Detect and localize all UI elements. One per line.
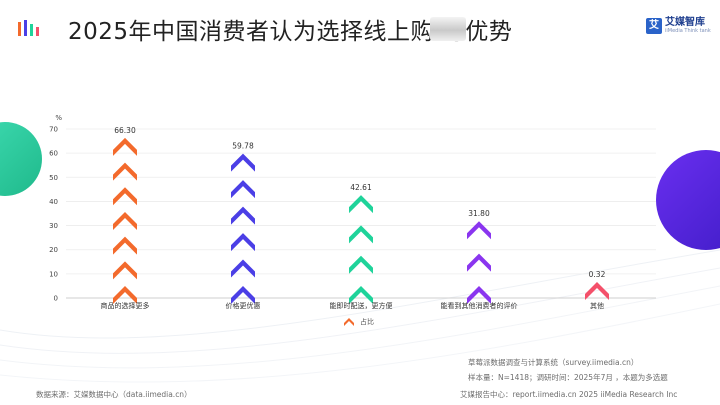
y-tick-label: 50 — [49, 174, 58, 182]
x-tick-label: 价格更优惠 — [226, 301, 261, 310]
bar — [467, 221, 491, 304]
bar-chevron — [231, 259, 255, 278]
brand-logo: 艾 艾媒智库 iiMedia Think tank — [646, 17, 711, 35]
bar-chevron — [113, 137, 137, 156]
bar-chevron — [349, 225, 373, 244]
sample-info: 样本量：N=1418；调研时间：2025年7月 ，本题为多选题 — [468, 373, 668, 382]
bar — [349, 195, 373, 304]
y-tick-label: 60 — [49, 150, 58, 158]
bar-chevron — [231, 233, 255, 252]
data-source: 数据来源：艾媒数据中心（data.iimedia.cn） — [36, 390, 192, 399]
bar-chevron — [113, 187, 137, 206]
legend-label: 占比 — [360, 318, 374, 326]
bar-chevron — [231, 286, 255, 304]
brand-name: 艾媒智库 — [665, 17, 705, 28]
bar-chevron — [113, 261, 137, 280]
bar-chevron — [231, 153, 255, 172]
bar-chevron — [113, 286, 137, 304]
bar — [231, 153, 255, 304]
title-redaction — [430, 17, 466, 41]
x-tick-label: 能即时配送，更方便 — [330, 301, 393, 310]
bar-chevron — [113, 162, 137, 181]
bar-chevron — [467, 286, 491, 304]
report-center: 艾媒报告中心：report.iimedia.cn 2025 iiMedia Re… — [460, 390, 678, 399]
x-tick-label: 能看到其他消费者的评价 — [441, 301, 518, 310]
bar-chevron — [349, 286, 373, 304]
bar-chevron — [467, 253, 491, 272]
bar-chevron — [113, 211, 137, 230]
x-tick-label: 其他 — [590, 301, 604, 310]
bar-chevron — [349, 255, 373, 274]
y-tick-label: 0 — [54, 295, 58, 303]
bar-chevron — [467, 221, 491, 240]
bar-chevron — [231, 180, 255, 199]
y-tick-label: 40 — [49, 198, 58, 206]
bar-chevron — [585, 282, 609, 300]
data-label: 31.80 — [468, 209, 490, 218]
chart-legend: 占比 — [344, 317, 374, 327]
brand-icon: 艾 — [646, 18, 662, 34]
data-label: 66.30 — [114, 126, 136, 135]
y-tick-label: 20 — [49, 246, 58, 254]
y-tick-label: 70 — [49, 126, 58, 134]
y-tick-label: 10 — [49, 270, 58, 278]
bar-chevron — [231, 206, 255, 225]
x-tick-label: 商品的选择更多 — [101, 301, 150, 310]
logo-bars-icon — [18, 20, 39, 36]
data-label: 59.78 — [232, 142, 254, 151]
bar-chevron — [349, 195, 373, 214]
data-label: 42.61 — [350, 183, 372, 192]
bar-chevron — [113, 236, 137, 255]
survey-system: 草莓派数据调查与计算系统（survey.iimedia.cn） — [468, 358, 639, 367]
y-tick-label: 30 — [49, 222, 58, 230]
bar — [113, 137, 137, 304]
y-axis-unit: % — [55, 114, 62, 122]
legend-swatch-icon — [344, 318, 354, 326]
brand-subtitle: iiMedia Think tank — [665, 28, 711, 34]
data-label: 0.32 — [589, 270, 606, 279]
bar — [585, 282, 609, 300]
